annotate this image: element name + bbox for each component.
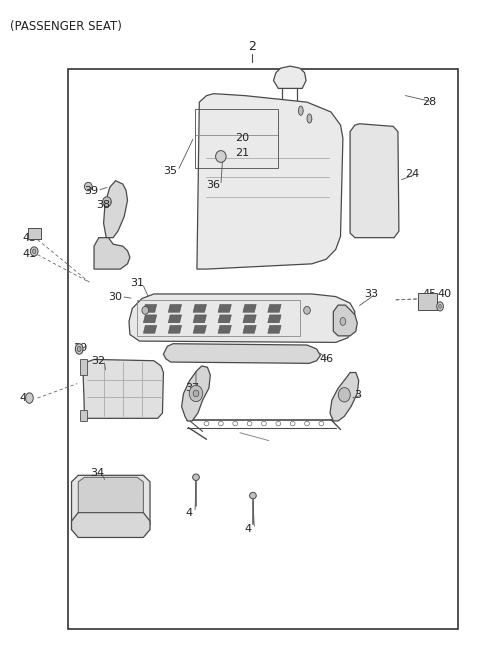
Text: 41: 41 (22, 249, 36, 259)
Polygon shape (193, 325, 206, 333)
Ellipse shape (75, 344, 83, 354)
Ellipse shape (290, 421, 295, 426)
Ellipse shape (338, 388, 350, 402)
Polygon shape (193, 315, 206, 323)
Ellipse shape (307, 114, 312, 123)
Ellipse shape (25, 393, 33, 403)
Polygon shape (268, 325, 281, 333)
Text: 39: 39 (84, 186, 98, 195)
Ellipse shape (189, 385, 203, 401)
Text: 40: 40 (437, 289, 451, 299)
Ellipse shape (233, 421, 238, 426)
Text: 29: 29 (73, 342, 88, 353)
Ellipse shape (305, 421, 310, 426)
Ellipse shape (247, 421, 252, 426)
Text: 35: 35 (163, 166, 178, 176)
Polygon shape (168, 325, 181, 333)
Ellipse shape (30, 247, 38, 256)
Ellipse shape (340, 318, 346, 325)
Text: 28: 28 (422, 97, 436, 107)
Text: 45: 45 (423, 289, 437, 299)
Polygon shape (144, 325, 157, 333)
Polygon shape (274, 66, 306, 89)
Ellipse shape (262, 421, 266, 426)
Ellipse shape (218, 421, 223, 426)
Ellipse shape (319, 421, 324, 426)
Bar (194, 109, 278, 168)
Ellipse shape (439, 304, 442, 308)
Polygon shape (104, 180, 128, 237)
Text: 20: 20 (235, 133, 249, 143)
Text: 2: 2 (248, 40, 256, 53)
Polygon shape (243, 304, 256, 312)
Ellipse shape (193, 390, 199, 397)
Polygon shape (218, 315, 231, 323)
Polygon shape (350, 124, 399, 237)
Bar (68, 70, 458, 629)
Ellipse shape (33, 249, 36, 254)
Polygon shape (181, 366, 210, 421)
Bar (28, 228, 41, 239)
Polygon shape (83, 359, 163, 419)
Text: 32: 32 (92, 356, 106, 366)
Polygon shape (168, 304, 181, 312)
Polygon shape (333, 305, 357, 336)
Text: 33: 33 (364, 289, 378, 299)
Text: 42: 42 (20, 393, 34, 403)
Text: 4: 4 (185, 508, 192, 518)
Polygon shape (163, 344, 321, 363)
Polygon shape (144, 315, 157, 323)
Polygon shape (218, 325, 231, 333)
Ellipse shape (299, 106, 303, 115)
Text: 3: 3 (354, 390, 361, 400)
Text: 31: 31 (130, 279, 144, 289)
Bar (418, 293, 437, 310)
Polygon shape (330, 373, 359, 421)
Ellipse shape (142, 306, 149, 314)
Text: 37: 37 (185, 383, 199, 393)
Polygon shape (193, 304, 206, 312)
Ellipse shape (84, 182, 92, 191)
Ellipse shape (216, 151, 226, 163)
Ellipse shape (304, 306, 311, 314)
Polygon shape (144, 304, 157, 312)
Polygon shape (94, 237, 130, 269)
Polygon shape (72, 512, 150, 537)
Text: 34: 34 (91, 468, 105, 478)
Polygon shape (78, 478, 144, 512)
Polygon shape (129, 294, 355, 342)
Polygon shape (80, 359, 87, 375)
Bar (137, 300, 300, 336)
Ellipse shape (77, 346, 81, 352)
Polygon shape (72, 476, 150, 531)
Polygon shape (168, 315, 181, 323)
Text: 4: 4 (245, 524, 252, 534)
Polygon shape (243, 325, 256, 333)
Polygon shape (80, 410, 87, 421)
Text: (PASSENGER SEAT): (PASSENGER SEAT) (10, 20, 122, 33)
Text: 36: 36 (206, 180, 220, 190)
Ellipse shape (192, 474, 199, 481)
Polygon shape (268, 315, 281, 323)
Ellipse shape (280, 102, 284, 107)
Ellipse shape (296, 102, 300, 107)
Polygon shape (218, 304, 231, 312)
Ellipse shape (276, 421, 281, 426)
Ellipse shape (250, 492, 256, 499)
Polygon shape (268, 304, 281, 312)
Polygon shape (243, 315, 256, 323)
Text: 46: 46 (319, 354, 333, 365)
Text: 30: 30 (108, 291, 122, 302)
Polygon shape (197, 94, 343, 269)
Ellipse shape (437, 302, 444, 311)
Ellipse shape (204, 421, 209, 426)
Text: 21: 21 (235, 148, 249, 157)
Text: 43: 43 (22, 233, 36, 243)
Text: 38: 38 (96, 200, 110, 210)
Ellipse shape (103, 197, 111, 207)
Text: 24: 24 (405, 169, 420, 179)
